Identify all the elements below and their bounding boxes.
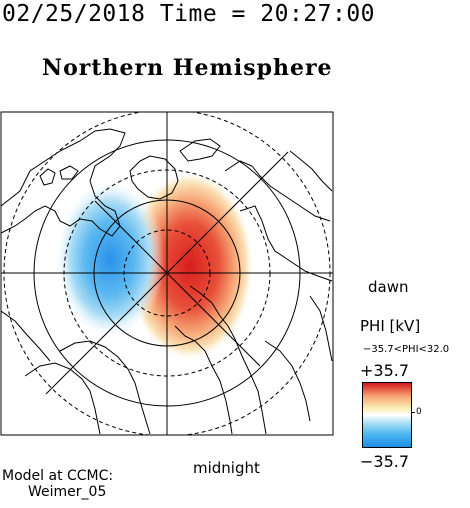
meridian-lines — [1, 112, 333, 435]
colorbar-zero-tick — [411, 412, 415, 413]
model-source-label: Model at CCMC: — [2, 468, 114, 484]
model-name: Weimer_05 — [28, 484, 107, 500]
midnight-label: midnight — [193, 459, 260, 477]
colorbar-zero-label: 0 — [416, 407, 422, 417]
colorbar-title: PHI [kV] — [360, 317, 421, 335]
hemisphere-title: Northern Hemisphere — [42, 55, 333, 81]
dawn-label: dawn — [368, 278, 409, 296]
timestamp: 02/25/2018 Time = 20:27:00 — [2, 1, 376, 27]
colorbar-range: −35.7<PHI<32.0 — [363, 344, 450, 355]
colorbar — [362, 382, 412, 448]
colorbar-max-label: +35.7 — [360, 361, 410, 380]
colorbar-min-label: −35.7 — [360, 452, 410, 471]
negative-potential-cell — [55, 179, 165, 339]
polar-map — [0, 111, 334, 436]
map-frame — [0, 111, 334, 436]
